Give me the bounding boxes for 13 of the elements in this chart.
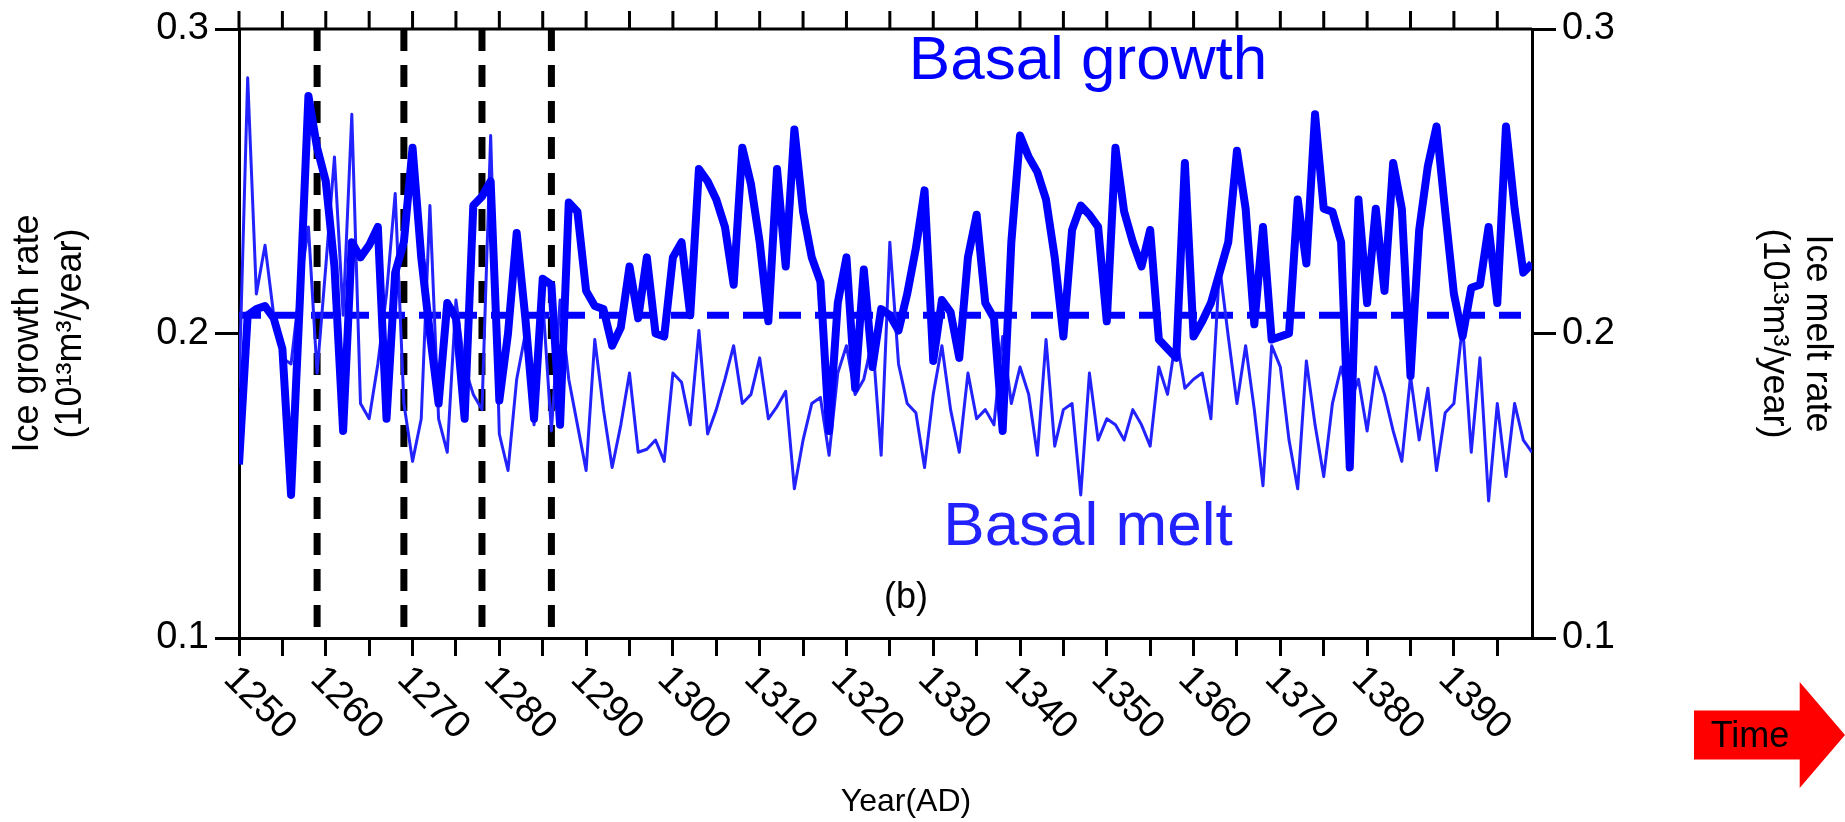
- text: Time: [1709, 713, 1791, 757]
- y-tick-label: 0.1: [156, 614, 209, 657]
- annotation: (b): [884, 574, 928, 616]
- y2-axis-title: Ice melt rate (10¹³m³/year): [1756, 228, 1841, 439]
- x-axis-title: Year(AD): [839, 781, 973, 820]
- y-tick-label: 0.3: [156, 5, 209, 48]
- y-tick-label: 0.2: [156, 309, 209, 352]
- y-axis-title: Ice growth rate (10¹³m³/year): [4, 214, 89, 453]
- series-label: Basal melt: [943, 489, 1233, 559]
- y2-tick-label: 0.2: [1562, 309, 1615, 352]
- y2-tick-label: 0.3: [1562, 5, 1615, 48]
- series-label: Basal growth: [908, 23, 1268, 93]
- y2-tick-label: 0.1: [1562, 614, 1615, 657]
